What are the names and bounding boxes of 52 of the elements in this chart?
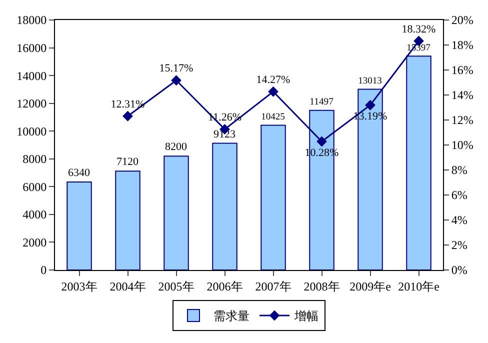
x-tick-label: 2005年	[158, 279, 194, 294]
y2-tick-label: 12%	[451, 113, 474, 128]
bar	[115, 170, 140, 270]
y-tick-label: 6000	[22, 180, 47, 194]
y2-tick-label: 4%	[451, 213, 468, 228]
x-tick-label: 2010年e	[398, 279, 440, 294]
data-label: 15.17%	[159, 62, 194, 75]
bar	[260, 124, 286, 270]
x-tick-label: 2006年	[206, 279, 243, 294]
y2-tick-label: 16%	[451, 63, 474, 78]
data-label: 13013	[358, 76, 382, 87]
y2-tick-label: 18%	[451, 38, 474, 52]
x-tick-label: 2007年	[255, 279, 292, 294]
y-tick-label: 8000	[22, 152, 47, 166]
y2-tick-label: 14%	[451, 88, 474, 102]
data-label: 18.32%	[402, 23, 436, 36]
y-tick-label: 12000	[16, 96, 47, 111]
y-tick-label: 2000	[22, 235, 47, 250]
point	[268, 86, 278, 97]
y-tick-label: 10000	[16, 124, 47, 138]
y2-tick-label: 20%	[451, 13, 474, 28]
bar	[164, 156, 189, 270]
data-label: 8200	[165, 141, 188, 154]
y2-tick-label: 10%	[451, 138, 474, 152]
x-tick-label: 2004年	[110, 279, 146, 294]
x-tick-label: 2008年	[304, 279, 340, 294]
point	[122, 110, 133, 122]
data-label: 12.31%	[110, 98, 145, 110]
legend-label: 需求量	[214, 309, 250, 324]
y-tick-label: 18000	[16, 13, 47, 28]
y2-tick-label: 0%	[451, 263, 468, 278]
data-label: 11497	[310, 96, 334, 108]
y2-tick-label: 2%	[451, 238, 468, 252]
bar	[66, 181, 92, 270]
legend-label: 增幅	[294, 309, 318, 324]
data-label: 10425	[261, 112, 286, 123]
point	[171, 75, 182, 86]
data-label: 14.27%	[256, 74, 290, 86]
x-tick-label: 2009年e	[350, 279, 391, 294]
data-label: 9123	[214, 128, 236, 140]
y2-tick-label: 6%	[451, 188, 468, 202]
y-tick-label: 0	[40, 263, 47, 278]
point	[316, 136, 327, 147]
bar	[212, 142, 238, 270]
point	[365, 100, 376, 110]
data-label: 7120	[116, 156, 140, 168]
y2-tick-label: 8%	[451, 163, 468, 178]
data-label: 6340	[68, 166, 91, 179]
x-tick-label: 2003年	[61, 279, 98, 294]
y-tick-label: 16000	[16, 40, 47, 55]
y-tick-label: 4000	[22, 208, 47, 222]
y-tick-label: 14000	[16, 68, 47, 83]
